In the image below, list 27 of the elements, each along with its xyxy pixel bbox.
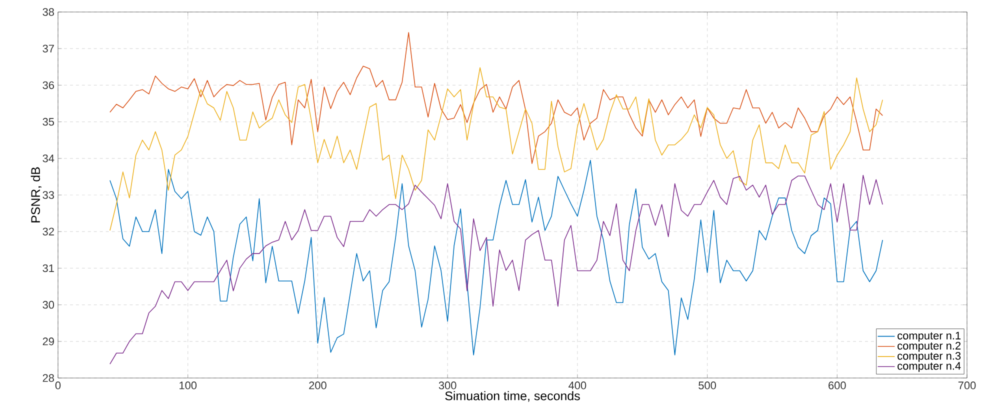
x-tick-label: 500 [698,382,716,390]
x-tick-label: 600 [828,382,846,390]
legend-label: computer n.2 [898,342,961,352]
x-tick-label: 0 [55,382,61,390]
legend-label: computer n.4 [898,362,961,372]
y-tick-label: 38 [42,8,54,16]
x-tick-label: 100 [180,382,197,390]
line-series [110,32,883,164]
y-tick-label: 31 [42,264,54,272]
y-tick-label: 37 [42,44,54,52]
y-axis-title: PSNR, dB [30,167,42,222]
x-tick-label: 200 [309,382,326,390]
line-series [110,67,883,231]
y-tick-label: 28 [42,374,54,382]
y-tick-label: 30 [42,300,54,309]
y-tick-label: 36 [42,81,54,90]
x-axis-title: Simuation time, seconds [445,391,580,402]
legend-label: computer n.3 [898,352,961,362]
y-tick-label: 34 [42,154,54,162]
y-tick-label: 29 [42,338,54,346]
y-tick-label: 33 [42,191,54,199]
y-tick-label: 32 [42,228,54,236]
x-tick-label: 400 [568,382,586,390]
y-tick-label: 35 [42,118,54,126]
legend-label: computer n.1 [898,332,961,342]
x-tick-label: 300 [438,382,456,390]
x-tick-label: 700 [958,382,976,390]
